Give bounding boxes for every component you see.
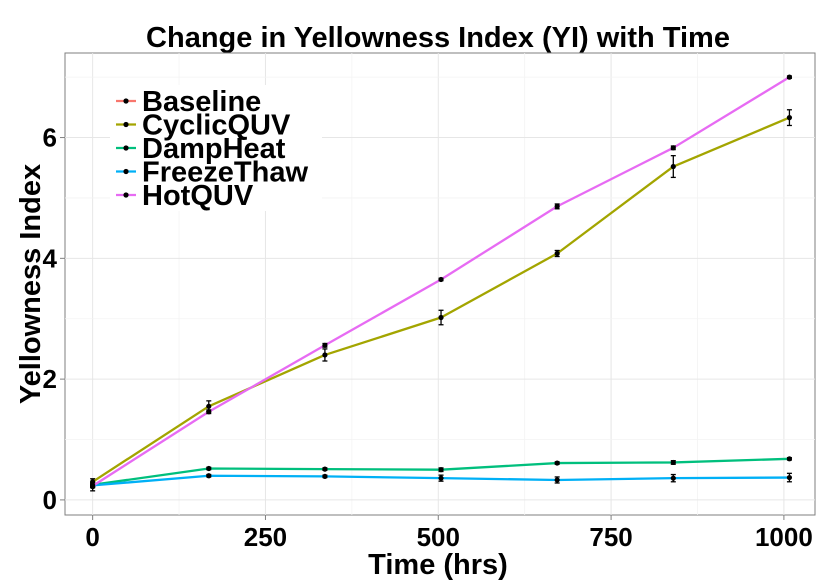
x-tick-label: 500 (417, 522, 460, 552)
legend-item-baseline: Baseline (116, 86, 261, 118)
data-point (786, 74, 793, 80)
data-point (670, 163, 676, 170)
x-tick-label: 750 (589, 522, 632, 552)
data-point (554, 203, 560, 209)
data-point (554, 477, 560, 483)
chart-title: Change in Yellowness Index (YI) with Tim… (146, 22, 730, 54)
data-point (438, 475, 444, 481)
legend-background (110, 85, 322, 211)
legend-label: DampHeat (142, 133, 286, 165)
x-tick-label: 1000 (755, 522, 813, 552)
y-tick-label: 0 (43, 485, 57, 515)
data-point (322, 473, 328, 479)
series-hotquv (90, 74, 793, 489)
data-point (438, 314, 444, 321)
legend-item-dampheat: DampHeat (116, 133, 286, 165)
grid (65, 53, 815, 515)
legend-key-point (123, 192, 129, 198)
data-point (786, 115, 793, 121)
legend-key-point (123, 145, 129, 151)
data-point (206, 403, 212, 409)
data-point (438, 467, 444, 473)
legend-key-point (123, 98, 129, 104)
x-tick-label: 0 (85, 522, 99, 552)
data-point (670, 459, 676, 466)
legend-key-point (123, 121, 129, 128)
x-axis-title: Time (hrs) (368, 549, 508, 581)
legend-key-point (123, 168, 129, 175)
x-tick-label: 250 (244, 522, 287, 552)
series-cyclicquv (90, 109, 793, 486)
data-point (786, 474, 793, 481)
data-point (670, 145, 676, 151)
legend: BaselineCyclicQUVDampHeatFreezeThawHotQU… (110, 85, 322, 212)
series-dampheat (90, 456, 793, 488)
data-point (206, 409, 212, 415)
y-axis-title: Yellowness Index (15, 164, 47, 404)
y-tick-label: 2 (43, 364, 57, 394)
data-point (206, 473, 212, 479)
data-point (206, 465, 212, 472)
data-point (322, 352, 328, 358)
x-axis: 0 250 500 750 1000 (85, 515, 813, 552)
data-point (322, 342, 328, 348)
data-point (438, 276, 444, 283)
legend-label: FreezeThaw (142, 157, 308, 189)
legend-label: CyclicQUV (142, 110, 291, 142)
legend-item-hotquv: HotQUV (116, 180, 254, 212)
legend-item-cyclicquv: CyclicQUV (116, 110, 291, 142)
legend-item-freezethaw: FreezeThaw (116, 157, 308, 189)
y-tick-label: 6 (43, 123, 57, 153)
y-axis: 0 2 4 6 (43, 123, 65, 515)
data-point (554, 250, 560, 257)
data-point (90, 483, 96, 489)
legend-label: HotQUV (142, 180, 254, 212)
data-point (670, 475, 676, 481)
series-layer (90, 74, 793, 492)
data-point (554, 460, 560, 466)
data-point (322, 466, 328, 472)
y-tick-label: 4 (43, 243, 58, 273)
data-point (786, 456, 793, 462)
legend-label: Baseline (142, 86, 261, 118)
